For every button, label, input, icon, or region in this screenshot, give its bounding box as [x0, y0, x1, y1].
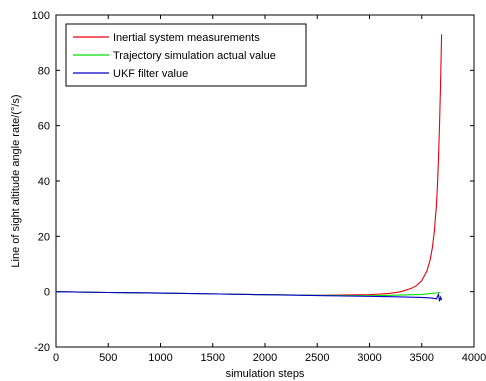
series-layer	[55, 34, 443, 302]
x-tick-label: 0	[53, 352, 59, 364]
x-tick-label: 1000	[148, 352, 172, 364]
y-tick-label: 40	[38, 176, 50, 188]
legend: Inertial system measurements Trajectory …	[65, 23, 307, 87]
legend-label-ukf: UKF filter value	[113, 68, 188, 80]
axis-ticks: 0 500 1000 1500 2000 2500 3000 3500 4000-2002040…	[32, 10, 486, 364]
x-axis-label: simulation steps	[226, 368, 305, 380]
y-tick-label: 60	[38, 121, 50, 133]
legend-label-trajectory: Trajectory simulation actual value	[113, 50, 276, 62]
legend-label-inertial: Inertial system measurements	[113, 32, 260, 44]
x-tick-label: 3500	[410, 352, 434, 364]
y-tick-label: 20	[38, 231, 50, 243]
x-tick-label: 2000	[253, 352, 277, 364]
x-tick-label: 1500	[201, 352, 225, 364]
x-tick-label: 2500	[305, 352, 329, 364]
y-axis-label: Line of sight altitude angle rate/(°/s)	[10, 94, 22, 267]
x-tick-label: 4000	[462, 352, 486, 364]
y-tick-label: 100	[32, 10, 50, 22]
x-tick-label: 3000	[357, 352, 381, 364]
y-tick-label: -20	[34, 342, 50, 354]
x-tick-label: 500	[99, 352, 117, 364]
y-tick-label: 80	[38, 65, 50, 77]
y-tick-label: 0	[44, 287, 50, 299]
series-line-ukf	[55, 291, 443, 302]
